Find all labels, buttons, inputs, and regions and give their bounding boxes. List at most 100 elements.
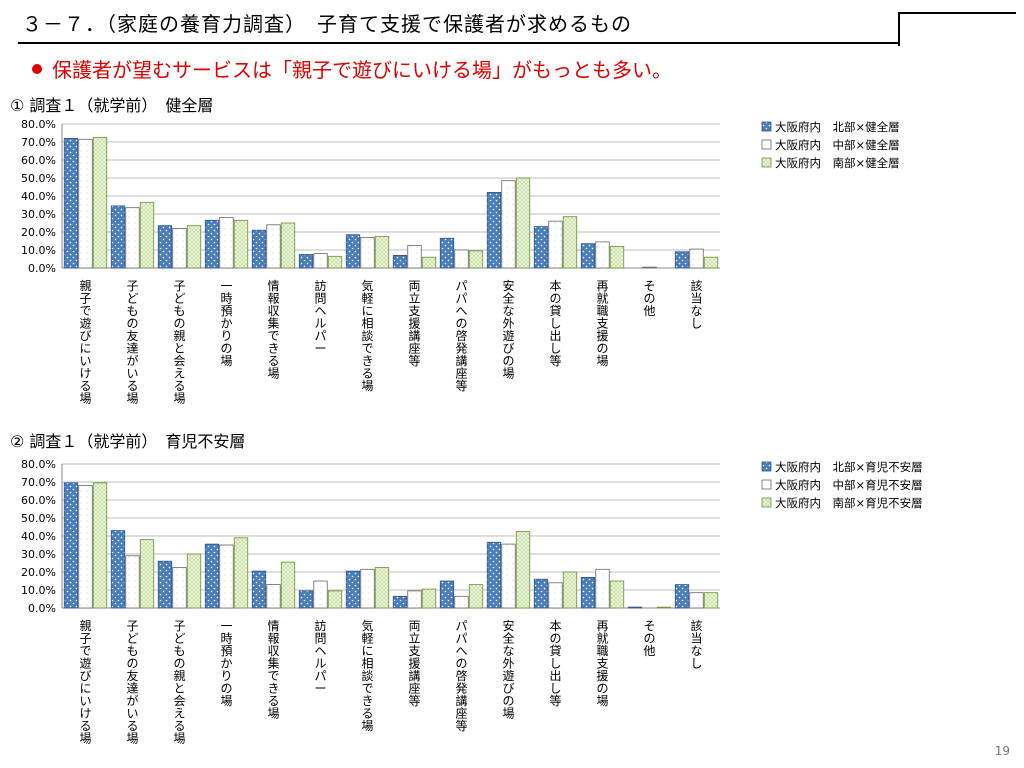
bar-2 [689,592,704,609]
bar-2 [501,543,516,609]
legend-swatch [761,139,772,150]
bar-2 [360,237,375,269]
legend-swatch [761,479,772,490]
y-tick-label: 30.0% [21,208,56,221]
bar-2 [266,224,281,269]
y-tick-label: 70.0% [21,136,56,149]
bar-2 [407,590,422,609]
bar-1 [157,560,173,609]
bar-1 [580,577,596,609]
category-label: パパへの啓発講座等 [455,619,467,733]
y-tick-label: 70.0% [21,476,56,489]
category-label: 該当なし [690,618,702,671]
legend-swatch [761,121,772,132]
bar-2 [125,207,140,269]
bar-2 [78,138,93,269]
category-label: その他 [643,619,655,658]
bar-3 [280,561,296,609]
y-tick-label: 50.0% [21,172,56,185]
category-label: 該当なし [690,278,702,331]
y-tick-label: 20.0% [21,566,56,579]
bar-3 [327,255,343,269]
y-tick-label: 40.0% [21,530,56,543]
bar-1 [439,580,455,609]
bar-1 [392,254,408,269]
legend-label: 大阪府内 南部×健全層 [775,156,900,170]
category-label: パパへの啓発講座等 [455,279,467,393]
title-underline [18,42,898,44]
y-tick-label: 10.0% [21,244,56,257]
bar-2 [125,555,140,609]
legend-swatch [761,497,772,508]
bar-2 [360,568,375,609]
bar-1 [392,595,408,609]
y-tick-label: 80.0% [21,118,56,131]
bar-2 [266,584,281,609]
y-tick-label: 0.0% [28,262,56,275]
category-label: 再就職支援の場 [596,279,608,368]
bar-3 [92,137,108,269]
bar-1 [486,541,502,609]
bar-1 [157,225,173,269]
bar-3 [703,592,719,609]
category-label: 情報収集できる場 [267,279,279,381]
bar-1 [110,530,126,609]
bar-2 [595,241,610,269]
bar-3 [327,590,343,609]
y-tick-label: 40.0% [21,190,56,203]
category-label: 訪問ヘルパー [314,278,326,356]
category-label: 親子で遊びにいける場 [79,279,91,406]
title-corner-box [898,12,1016,46]
category-label: 一時預かりの場 [220,619,232,708]
bar-1 [110,205,126,269]
bar-3 [233,537,249,609]
bar-1 [345,570,361,609]
bar-3 [374,567,390,609]
legend-label: 大阪府内 南部×育児不安層 [775,496,923,510]
category-label: 両立支援講座等 [408,279,420,368]
bar-1 [345,234,361,269]
y-tick-label: 0.0% [28,602,56,615]
bar-3 [468,584,484,609]
bar-1 [298,590,314,609]
category-label: 訪問ヘルパー [314,618,326,696]
category-label: 本の貸し出し等 [549,619,561,708]
category-label: その他 [643,279,655,318]
bar-3 [609,580,625,609]
bar-1 [486,192,502,269]
bar-3 [280,222,296,269]
bar-2 [548,582,563,609]
legend-swatch [761,157,772,168]
bar-3 [139,201,155,269]
category-label: 情報収集できる場 [267,619,279,721]
bar-3 [468,250,484,269]
category-label: 気軽に相談できる場 [361,618,373,733]
bullet-dot-icon [32,64,42,74]
bar-1 [627,606,643,609]
category-label: 子どもの友達がいる場 [126,619,138,746]
y-tick-label: 10.0% [21,584,56,597]
category-label: 安全な外遊びの場 [502,278,514,381]
bar-3 [421,256,437,269]
bar-3 [421,588,437,609]
bar-1 [204,219,220,269]
bar-2 [548,220,563,269]
bar-1 [63,482,79,609]
y-tick-label: 30.0% [21,548,56,561]
y-tick-label: 80.0% [21,458,56,471]
bar-1 [204,543,220,609]
bar-2 [172,228,187,269]
category-label: 本の貸し出し等 [549,279,561,368]
y-tick-label: 60.0% [21,154,56,167]
bar-3 [515,177,531,269]
category-label: 気軽に相談できる場 [361,278,373,393]
chart-1-heading: ① 調査１（就学前） 健全層 [10,96,214,115]
bar-2 [454,595,469,609]
bar-1 [674,251,690,269]
chart-anxiety-group: 0.0% 10.0% 20.0% 30.0% 40.0% 50.0% 60.0% 70.0% 8… [21,458,923,746]
category-label: 両立支援講座等 [408,619,420,708]
bar-3 [139,539,155,609]
bar-3 [374,236,390,269]
bar-3 [562,571,578,609]
bar-2 [407,245,422,269]
